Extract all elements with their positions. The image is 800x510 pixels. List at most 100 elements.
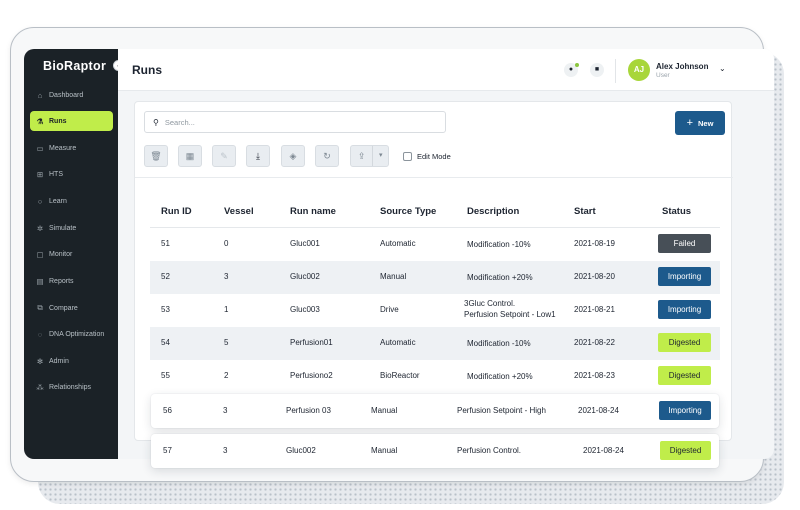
cell-vessel: 2	[224, 371, 229, 380]
app-window: BioRaptor ⌂ Dashboard ⚗ Runs ▭ Measure ⊞…	[24, 49, 774, 459]
column-header-description[interactable]: Description	[467, 206, 520, 217]
top-header: Runs ● ■ AJ Alex Johnson User ⌄	[118, 49, 774, 91]
cell-vessel: 3	[223, 406, 228, 415]
sidebar-item-admin[interactable]: ✻ Admin	[30, 351, 113, 371]
cell-run-name: Perfusion 03	[286, 406, 331, 415]
sidebar-item-compare[interactable]: ⧉ Compare	[30, 298, 113, 318]
header-divider	[615, 59, 616, 83]
sidebar-item-label: Monitor	[49, 250, 73, 258]
relations-icon: ⁂	[36, 382, 44, 392]
user-role: User	[656, 72, 670, 79]
notification-dot	[575, 63, 579, 67]
monitor-icon: ▢	[36, 249, 44, 259]
column-header-run-id[interactable]: Run ID	[161, 206, 192, 217]
chat-icon[interactable]: ■	[590, 63, 604, 77]
table-row-highlighted[interactable]: 56 3 Perfusion 03 Manual Perfusion Setpo…	[151, 394, 719, 428]
sidebar-item-label: Relationships	[49, 383, 92, 391]
compare-icon: ⧉	[37, 303, 43, 312]
sidebar-item-monitor[interactable]: ▢ Monitor	[30, 244, 113, 264]
sidebar-item-learn[interactable]: ○ Learn	[30, 191, 113, 211]
status-badge: Importing	[658, 300, 711, 319]
cell-start: 2021-08-20	[574, 272, 615, 281]
sidebar-item-reports[interactable]: ▤ Reports	[30, 271, 113, 291]
table-row[interactable]: 53 1 Gluc003 Drive 3Gluc Control. Perfus…	[150, 294, 720, 327]
table-row[interactable]: 51 0 Gluc001 Automatic Modification -10%…	[150, 227, 720, 260]
clipboard-search-icon[interactable]: ▦	[178, 145, 202, 167]
column-header-start[interactable]: Start	[574, 206, 596, 217]
chevron-down-icon[interactable]: ⌄	[719, 64, 726, 73]
cell-description: Perfusion Control.	[457, 446, 522, 455]
app-logo: BioRaptor	[43, 59, 107, 73]
cell-source-type: Automatic	[380, 338, 416, 347]
avatar[interactable]: AJ	[628, 59, 650, 81]
edit-mode-checkbox[interactable]	[403, 152, 412, 161]
settings-icon: ✻	[36, 356, 44, 366]
new-button[interactable]: + New	[675, 111, 725, 135]
refresh-icon[interactable]: ↻	[315, 145, 339, 167]
dna-icon: ◌	[37, 329, 43, 339]
page-title: Runs	[132, 63, 162, 77]
sidebar-item-simulate[interactable]: ✲ Simulate	[30, 218, 113, 238]
cell-run-name: Gluc003	[290, 305, 320, 314]
sidebar-item-label: Runs	[49, 117, 67, 125]
edit-mode-toggle[interactable]: Edit Mode	[403, 152, 451, 161]
sidebar-item-dna-optimization[interactable]: ◌ DNA Optimization	[30, 324, 113, 344]
sidebar-item-dashboard[interactable]: ⌂ Dashboard	[30, 85, 113, 105]
column-header-vessel[interactable]: Vessel	[224, 206, 254, 217]
cell-run-id: 55	[161, 371, 170, 380]
chart-icon: ▤	[36, 276, 44, 286]
home-icon: ⌂	[37, 90, 43, 100]
cell-description: Modification +20%	[467, 273, 533, 282]
column-header-run-name[interactable]: Run name	[290, 206, 336, 217]
cell-vessel: 3	[223, 446, 228, 455]
table-row[interactable]: 54 5 Perfusion01 Automatic Modification …	[150, 327, 720, 360]
status-badge: Importing	[658, 267, 711, 286]
gear-icon: ✲	[36, 223, 44, 233]
cell-source-type: Automatic	[380, 239, 416, 248]
sidebar-item-runs[interactable]: ⚗ Runs	[30, 111, 113, 131]
search-icon: ⚲	[153, 117, 159, 127]
search-box[interactable]: ⚲	[144, 111, 446, 133]
search-input[interactable]	[164, 117, 425, 127]
table-row[interactable]: 52 3 Gluc002 Manual Modification +20% 20…	[150, 261, 720, 294]
table-row-highlighted[interactable]: 57 3 Gluc002 Manual Perfusion Control. 2…	[151, 434, 719, 468]
cell-vessel: 1	[224, 305, 229, 314]
grid-icon: ⊞	[36, 169, 44, 179]
sidebar-item-relationships[interactable]: ⁂ Relationships	[30, 377, 113, 397]
cell-source-type: BioReactor	[380, 371, 420, 380]
user-name[interactable]: Alex Johnson	[656, 62, 709, 71]
export-icon[interactable]: ⇪	[351, 146, 374, 166]
cell-vessel: 0	[224, 239, 229, 248]
status-badge: Digested	[660, 441, 711, 460]
sidebar-item-label: Admin	[49, 357, 69, 365]
sidebar-item-label: Reports	[49, 277, 74, 285]
cell-start: 2021-08-24	[578, 406, 619, 415]
cell-source-type: Manual	[380, 272, 407, 281]
new-button-label: New	[698, 118, 714, 128]
edit-icon[interactable]: ✎	[212, 145, 236, 167]
chevron-down-icon[interactable]: ▾	[378, 152, 383, 159]
cell-description: Modification -10%	[467, 339, 531, 348]
sidebar-item-label: Measure	[49, 144, 77, 152]
download-icon[interactable]: ⤓	[246, 145, 270, 167]
tag-icon[interactable]: ◈	[281, 145, 305, 167]
trash-icon[interactable]: 🗑	[144, 145, 168, 167]
cell-start: 2021-08-21	[574, 305, 615, 314]
sidebar-item-measure[interactable]: ▭ Measure	[30, 138, 113, 158]
table-row[interactable]: 55 2 Perfusiono2 BioReactor Modification…	[150, 360, 720, 393]
bell-icon[interactable]: ●	[564, 63, 578, 77]
sidebar-item-hts[interactable]: ⊞ HTS	[30, 164, 113, 184]
export-split-button[interactable]: ⇪ ▾	[350, 145, 389, 167]
cell-run-name: Gluc002	[286, 446, 316, 455]
sidebar: BioRaptor ⌂ Dashboard ⚗ Runs ▭ Measure ⊞…	[24, 49, 118, 459]
cell-vessel: 3	[224, 272, 229, 281]
column-header-source-type[interactable]: Source Type	[380, 206, 437, 217]
cell-run-name: Gluc002	[290, 272, 320, 281]
flask-icon: ⚗	[36, 116, 44, 126]
cell-start: 2021-08-23	[574, 371, 615, 380]
column-header-status[interactable]: Status	[662, 206, 692, 217]
cell-run-id: 56	[163, 406, 172, 415]
sidebar-item-label: Learn	[49, 197, 67, 205]
cell-description: Perfusion Setpoint - High	[457, 406, 546, 415]
cell-description: Modification +20%	[467, 372, 533, 381]
